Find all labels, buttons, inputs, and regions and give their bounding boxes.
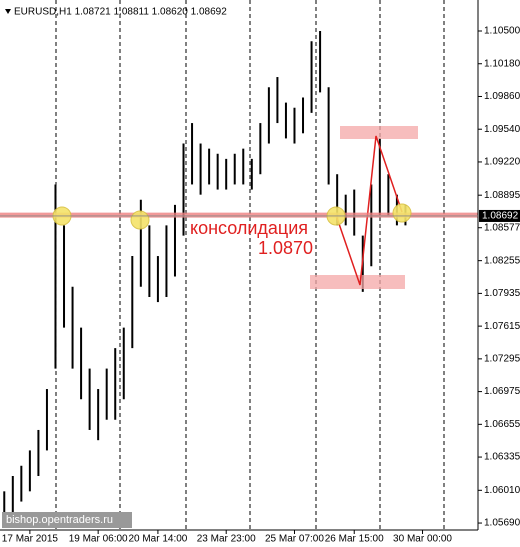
menu-arrow <box>5 9 11 14</box>
separators <box>55 0 445 530</box>
watermark: bishop.opentraders.ru <box>6 514 113 526</box>
x-tick-label: 20 Mar 14:00 <box>128 534 187 545</box>
y-tick-label: 1.07615 <box>484 321 520 332</box>
zone-low <box>310 275 405 289</box>
y-tick-label: 1.06010 <box>484 485 520 496</box>
y-tick-label: 1.10500 <box>484 26 520 37</box>
bars <box>3 31 407 523</box>
y-tick-label: 1.07935 <box>484 288 520 299</box>
touch <box>130 210 150 230</box>
y-tick-label: 1.09540 <box>484 124 520 135</box>
y-tick-label: 1.08577 <box>484 222 520 233</box>
y-tick-label: 1.06655 <box>484 419 520 430</box>
level-label: 1.0870 <box>258 238 313 258</box>
zone-high <box>340 126 418 139</box>
price-label: 1.08692 <box>482 211 519 222</box>
y-tick-label: 1.08255 <box>484 255 520 266</box>
x-tick-label: 19 Mar 06:00 <box>69 534 128 545</box>
x-tick-label: 26 Mar 15:00 <box>325 534 384 545</box>
y-tick-label: 1.06975 <box>484 386 520 397</box>
y-tick-label: 1.08895 <box>484 190 520 201</box>
y-tick-label: 1.10180 <box>484 58 520 69</box>
y-tick-label: 1.09860 <box>484 91 520 102</box>
price-tag <box>479 209 520 222</box>
header: EURUSD,H1 1.08721 1.08811 1.08620 1.0869… <box>14 7 227 18</box>
x-tick-label: 30 Mar 00:00 <box>393 534 452 545</box>
x-tick-label: 23 Mar 23:00 <box>197 534 256 545</box>
y-tick-label: 1.06335 <box>484 452 520 463</box>
y-tick-label: 1.05690 <box>484 518 520 529</box>
watermark-bg <box>2 512 132 528</box>
x-tick-label: 25 Mar 07:00 <box>265 534 324 545</box>
y-tick-label: 1.09220 <box>484 157 520 168</box>
zigzag <box>335 135 403 286</box>
y-tick-label: 1.07295 <box>484 354 520 365</box>
annotation: консолидация <box>190 218 308 238</box>
x-tick-label: 17 Mar 2015 <box>2 534 59 545</box>
touch <box>392 203 412 223</box>
